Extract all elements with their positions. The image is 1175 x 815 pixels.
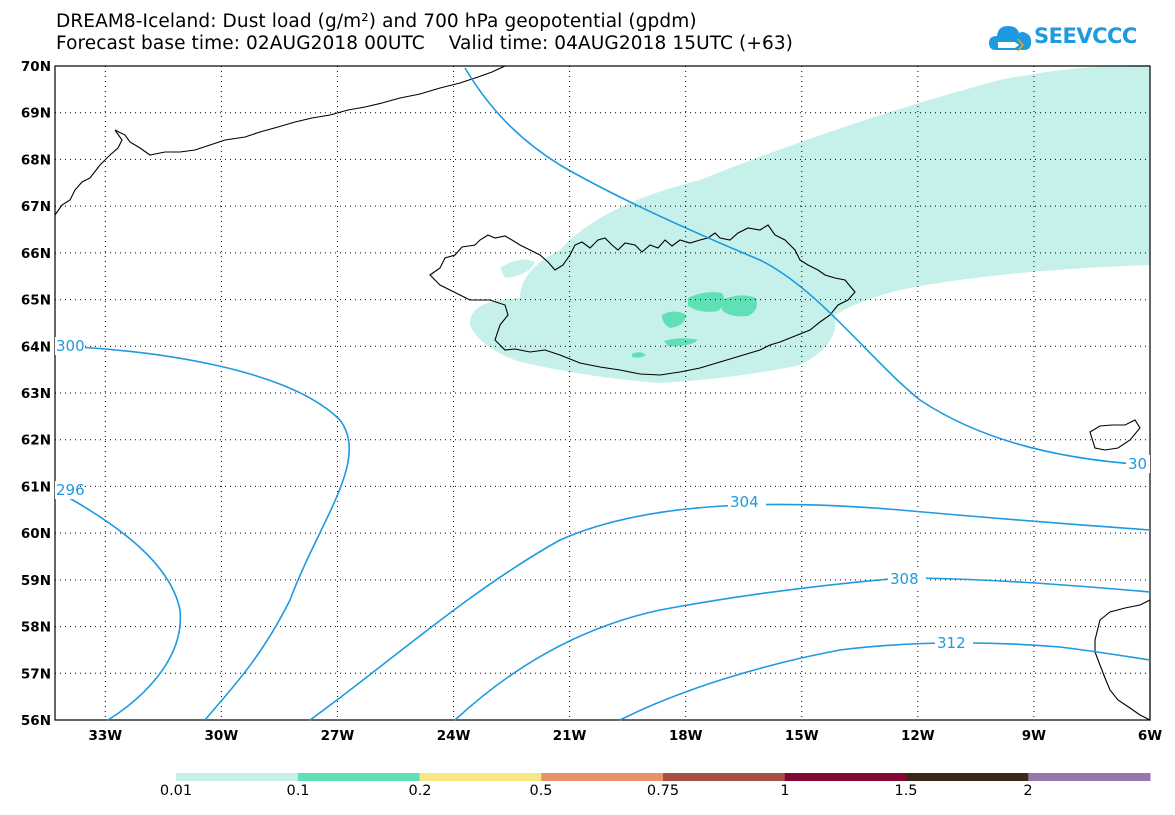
latitude-label: 68N [21,152,51,168]
seevccc-logo: SEEVCCC [988,20,1138,60]
latitude-label: 61N [21,479,51,495]
colorbar-label: 0.5 [529,783,553,799]
longitude-label: 9W [1022,728,1046,744]
colorbar-label: 0.2 [408,783,432,799]
latitude-labels: 70N 69N 68N 67N 66N 65N 64N 63N 62N 61N 60N 59N 58N 5… [21,59,51,729]
contour-300 [464,67,1151,466]
dust-area-low [500,259,535,278]
contour-label: 308 [890,570,919,588]
contour-label: 30 [1128,455,1147,473]
latitude-label: 70N [21,59,51,75]
colorbar-swatch [541,773,664,781]
colorbar-label: 2 [1023,783,1033,799]
longitude-label: 21W [553,728,587,744]
longitude-label: 27W [321,728,355,744]
latitude-label: 62N [21,433,51,449]
cloud-icon [989,26,1032,51]
colorbar-swatch [1028,773,1151,781]
colorbar [176,773,1151,781]
latitude-label: 56N [21,713,51,729]
dust-area-mid [662,311,686,328]
logo-text: SEEVCCC [1034,24,1137,48]
colorbar-label: 0.01 [159,783,193,799]
longitude-label: 30W [205,728,239,744]
colorbar-label: 0.75 [646,783,680,799]
dust-area-mid [664,338,698,347]
latitude-label: 65N [21,293,51,309]
longitude-label: 12W [901,728,935,744]
contour-label: 304 [730,493,759,511]
dust-area-mid [688,292,725,312]
latitude-label: 67N [21,199,51,215]
contour-label: 312 [937,634,966,652]
iceland-coast [429,224,856,376]
latitude-label: 69N [21,106,51,122]
latitude-label: 57N [21,666,51,682]
forecast-time-line: Forecast base time: 02AUG2018 00UTC Vali… [56,33,794,54]
dust-area-mid [722,295,757,317]
dust-area-mid [632,352,646,358]
latitude-label: 58N [21,620,51,636]
geopotential-contours [54,67,1151,721]
chart-title: DREAM8-Iceland: Dust load (g/m²) and 700… [56,11,697,32]
contour-304 [309,503,1151,721]
colorbar-swatch [176,773,299,781]
longitude-label: 6W [1138,728,1162,744]
longitude-label: 18W [669,728,703,744]
colorbar-label: 1 [780,783,790,799]
greenland-coast [54,65,506,216]
colorbar-swatch [297,773,420,781]
latitude-label: 63N [21,386,51,402]
latitude-label: 59N [21,573,51,589]
longitude-label: 33W [88,728,122,744]
latitude-label: 64N [21,339,51,355]
longitude-label: 24W [437,728,471,744]
faroe-coast [1089,419,1141,451]
contour-label: 300 [56,337,85,355]
dust-shading [469,64,1151,384]
dust-area-low [469,64,1151,384]
contour-300 [54,345,350,721]
colorbar-swatch [906,773,1029,781]
latitude-label: 60N [21,526,51,542]
contour-308 [454,577,1151,721]
longitude-label: 15W [785,728,819,744]
colorbar-label: 0.1 [286,783,310,799]
colorbar-swatch [419,773,542,781]
colorbar-swatch [663,773,786,781]
contour-312 [619,642,1151,721]
coastlines [54,65,1151,721]
colorbar-label: 1.5 [894,783,918,799]
colorbar-swatch [784,773,907,781]
longitude-labels: 33W 30W 27W 24W 21W 18W 15W 12W 9W 6W [88,728,1162,744]
contour-296 [54,489,182,721]
latitude-label: 66N [21,246,51,262]
contour-label: 296 [56,481,85,499]
scotland-coast [1094,599,1151,721]
contour-labels: 300 296 304 308 312 30 [55,337,1150,652]
